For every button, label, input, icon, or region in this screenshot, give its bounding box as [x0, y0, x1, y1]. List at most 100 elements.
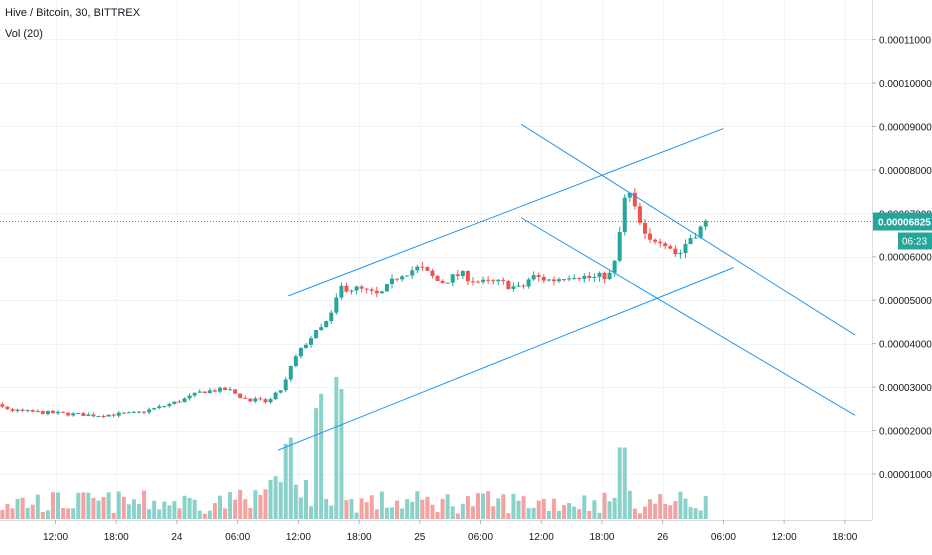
- volume-bar: [66, 508, 71, 519]
- candle: [430, 270, 435, 276]
- candle: [10, 409, 15, 411]
- volume-bar: [207, 510, 212, 519]
- candle: [465, 271, 470, 282]
- time-tick-label: 12:00: [529, 532, 554, 543]
- candle: [374, 290, 379, 294]
- candle: [658, 241, 663, 244]
- candle: [258, 398, 263, 400]
- candle: [551, 279, 556, 282]
- candle: [364, 288, 369, 290]
- volume-bar: [40, 511, 45, 519]
- time-tick-label: 12:00: [772, 532, 797, 543]
- candle: [40, 411, 45, 415]
- candle: [642, 222, 647, 234]
- candle: [238, 393, 243, 398]
- volume-bar: [177, 508, 182, 519]
- candle: [106, 414, 111, 417]
- volume-bar: [172, 501, 177, 519]
- volume-bar: [293, 484, 298, 519]
- candle: [425, 267, 430, 271]
- candle: [617, 232, 622, 261]
- candle: [329, 312, 334, 322]
- candle: [536, 275, 541, 277]
- volume-bar: [536, 500, 541, 519]
- candle: [455, 274, 460, 277]
- volume-bar: [384, 507, 389, 519]
- volume-bar: [258, 494, 263, 519]
- volume-bar: [45, 510, 50, 519]
- candle: [253, 398, 258, 402]
- volume-bar: [425, 496, 430, 519]
- time-tick-label: 26: [657, 532, 669, 543]
- candle: [324, 321, 329, 328]
- volume-bar: [642, 506, 647, 519]
- volume-bar: [465, 496, 470, 519]
- volume-bar: [622, 447, 627, 519]
- volume-bar: [415, 491, 420, 519]
- candle: [233, 389, 238, 394]
- candle: [632, 192, 637, 207]
- volume-bar: [678, 491, 683, 519]
- candle: [521, 285, 526, 287]
- trendline: [288, 128, 724, 297]
- candle: [384, 284, 389, 292]
- volume-bar: [354, 512, 359, 519]
- candle: [602, 272, 607, 280]
- volume-bar: [637, 513, 642, 519]
- volume-bar: [309, 506, 314, 519]
- candle: [597, 272, 602, 277]
- candle: [283, 379, 288, 391]
- candles: [0, 188, 708, 418]
- candle: [182, 398, 187, 403]
- volume-bar: [121, 496, 126, 519]
- volume-indicator-label[interactable]: Vol (20): [5, 28, 43, 40]
- volume-bar: [223, 508, 228, 519]
- candle: [582, 275, 587, 279]
- candle: [344, 285, 349, 292]
- volume-bar: [582, 495, 587, 519]
- candle: [228, 389, 233, 391]
- volume-bar: [197, 510, 202, 519]
- candle: [460, 271, 465, 277]
- time-tick-label: 24: [171, 532, 183, 543]
- candle: [531, 275, 536, 280]
- trendline: [277, 267, 734, 451]
- candle: [369, 289, 374, 291]
- candle: [30, 410, 35, 412]
- candle: [50, 410, 55, 414]
- current-price-tag: [873, 212, 932, 231]
- candle: [683, 244, 688, 254]
- candle: [15, 409, 20, 411]
- volume-bar: [324, 498, 329, 519]
- candle: [673, 248, 678, 255]
- volume-bar: [30, 504, 35, 519]
- volume-bar: [314, 408, 319, 519]
- volume-bar: [440, 498, 445, 519]
- volume-bar: [298, 497, 303, 519]
- volume-bar: [531, 507, 536, 519]
- candle: [526, 279, 531, 287]
- candle: [339, 285, 344, 298]
- candle: [445, 282, 450, 284]
- volume-bar: [470, 506, 475, 519]
- candle: [562, 279, 567, 281]
- volume-bar: [410, 501, 415, 519]
- volume-bar: [369, 495, 374, 519]
- candle: [491, 280, 496, 282]
- price-tick-label: 0.00010000: [879, 79, 932, 90]
- candle: [688, 238, 693, 245]
- volume-bar: [476, 493, 481, 519]
- candle: [56, 411, 61, 414]
- candle: [395, 278, 400, 280]
- volume-bar: [379, 491, 384, 519]
- candle: [212, 390, 217, 392]
- candle: [177, 401, 182, 403]
- volume-bar: [501, 494, 506, 519]
- volume-bar: [283, 443, 288, 519]
- candle: [410, 270, 415, 276]
- volume-bar: [430, 504, 435, 519]
- candle: [278, 390, 283, 393]
- candle: [496, 279, 501, 282]
